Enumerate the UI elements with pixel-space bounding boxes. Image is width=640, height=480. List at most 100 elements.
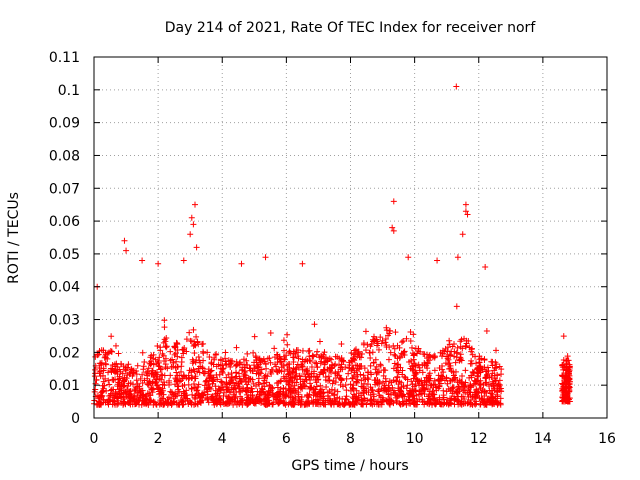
- data-point: [96, 394, 103, 401]
- data-point: [493, 361, 500, 368]
- data-point: [399, 371, 406, 378]
- data-point: [404, 382, 411, 389]
- data-point: [291, 382, 298, 389]
- data-point: [212, 351, 219, 358]
- data-point: [284, 341, 291, 348]
- data-point: [320, 395, 327, 402]
- data-point: [235, 380, 242, 387]
- data-point: [265, 400, 272, 407]
- data-point: [192, 342, 199, 349]
- data-point: [485, 399, 492, 406]
- data-point: [321, 349, 328, 356]
- data-point: [367, 343, 374, 350]
- data-point: [191, 375, 198, 382]
- data-point: [451, 353, 458, 360]
- y-axis-label: ROTI / TECUs: [6, 192, 22, 284]
- data-point: [236, 375, 243, 382]
- data-point: [336, 355, 343, 362]
- data-point: [477, 382, 484, 389]
- data-point: [454, 344, 461, 351]
- data-point: [199, 365, 206, 372]
- data-point: [322, 374, 329, 381]
- data-point: [311, 368, 318, 375]
- data-point: [399, 351, 406, 358]
- data-point: [227, 377, 234, 384]
- data-point: [563, 379, 570, 386]
- data-point: [152, 356, 159, 363]
- data-point: [244, 350, 251, 357]
- data-point: [494, 401, 501, 408]
- data-point: [136, 397, 143, 404]
- data-point: [226, 380, 233, 387]
- data-point: [451, 396, 458, 403]
- data-point: [352, 351, 359, 358]
- data-point: [291, 401, 298, 408]
- data-point: [326, 364, 333, 371]
- data-point: [458, 401, 465, 408]
- data-point: [233, 373, 240, 380]
- data-point: [566, 380, 573, 387]
- data-point: [471, 377, 478, 384]
- data-point: [377, 362, 384, 369]
- data-point: [153, 369, 160, 376]
- data-point: [127, 388, 134, 395]
- data-point: [407, 365, 414, 372]
- data-point: [488, 374, 495, 381]
- data-point: [195, 381, 202, 388]
- data-point: [482, 388, 489, 395]
- data-point: [137, 392, 144, 399]
- data-point: [271, 361, 278, 368]
- data-point: [379, 398, 386, 405]
- data-point: [191, 394, 198, 401]
- data-point: [98, 359, 105, 366]
- data-point: [561, 386, 568, 393]
- data-point: [342, 382, 349, 389]
- data-point: [109, 376, 116, 383]
- data-point: [563, 367, 570, 374]
- data-point: [328, 399, 335, 406]
- data-point: [374, 380, 381, 387]
- data-point: [321, 366, 328, 373]
- data-point: [318, 358, 325, 365]
- data-point: [125, 361, 132, 368]
- data-point: [245, 375, 252, 382]
- data-point: [250, 349, 257, 356]
- data-point: [109, 361, 116, 368]
- data-point: [189, 391, 196, 398]
- data-point: [350, 382, 357, 389]
- data-point: [323, 384, 330, 391]
- data-point: [122, 367, 129, 374]
- data-point: [451, 341, 458, 348]
- data-point: [139, 349, 146, 356]
- data-point: [161, 317, 168, 324]
- data-point: [392, 394, 399, 401]
- data-point: [382, 339, 389, 346]
- data-point: [134, 383, 141, 390]
- data-point: [203, 377, 210, 384]
- data-point: [429, 401, 436, 408]
- data-point: [191, 401, 198, 408]
- data-point: [140, 398, 147, 405]
- data-point: [216, 371, 223, 378]
- data-point: [293, 370, 300, 377]
- data-point: [358, 401, 365, 408]
- data-point: [328, 356, 335, 363]
- data-point: [357, 401, 364, 408]
- data-point: [453, 303, 460, 310]
- data-point: [171, 351, 178, 358]
- data-point: [387, 327, 394, 334]
- data-point: [373, 398, 380, 405]
- data-point: [370, 396, 377, 403]
- data-point: [347, 381, 354, 388]
- data-point: [121, 237, 128, 244]
- data-point: [184, 397, 191, 404]
- x-tick-label: 4: [218, 431, 227, 447]
- data-point: [360, 341, 367, 348]
- data-point: [454, 350, 461, 357]
- data-point: [212, 398, 219, 405]
- data-point: [481, 356, 488, 363]
- data-point: [226, 395, 233, 402]
- data-point: [168, 389, 175, 396]
- data-point: [239, 387, 246, 394]
- data-point: [491, 365, 498, 372]
